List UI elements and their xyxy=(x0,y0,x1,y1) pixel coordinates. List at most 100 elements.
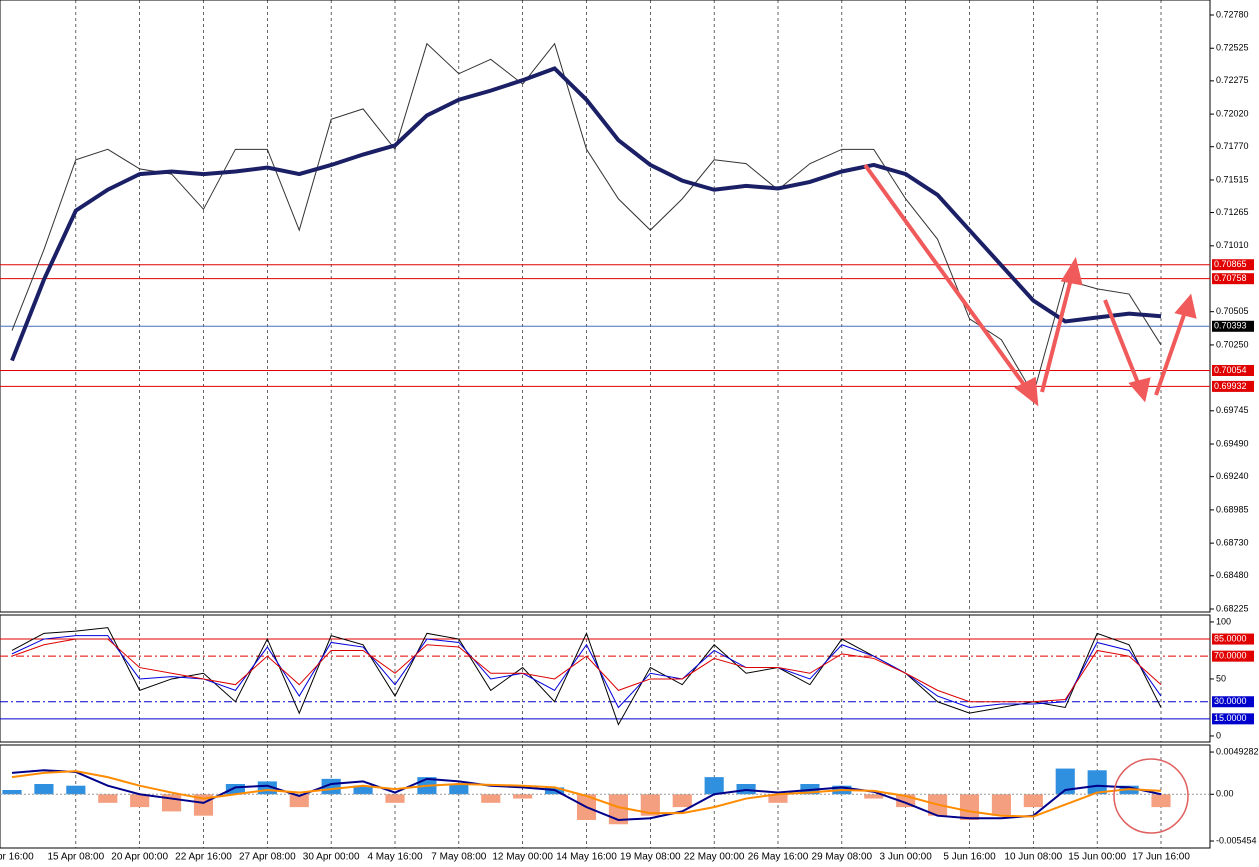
histogram-bar xyxy=(98,794,118,803)
y-tick-label: 50 xyxy=(1216,673,1226,683)
histogram-bar xyxy=(1087,770,1107,795)
x-tick-label: 22 Apr 16:00 xyxy=(175,852,232,863)
histogram-bar xyxy=(640,794,660,816)
y-tick-label: 0.69745 xyxy=(1216,405,1249,415)
x-tick-label: 19 May 08:00 xyxy=(620,852,681,863)
series-line xyxy=(11,638,1162,703)
x-tick-label: 22 May 00:00 xyxy=(684,852,745,863)
y-tick-label: 0.0049282 xyxy=(1216,746,1259,756)
level-box xyxy=(1212,713,1254,725)
histogram-bar xyxy=(66,785,86,795)
y-tick-label: 0.69490 xyxy=(1216,438,1249,448)
y-tick-label: 0.71010 xyxy=(1216,240,1249,250)
series-line xyxy=(11,769,1162,821)
y-tick-label: 0.72780 xyxy=(1216,9,1249,19)
x-tick-label: 17 Jun 16:00 xyxy=(1132,852,1190,863)
x-tick-label: 5 Jun 16:00 xyxy=(943,852,996,863)
arrow xyxy=(1040,274,1074,393)
level-label: 0.69932 xyxy=(1214,381,1247,391)
x-tick-label: 27 Apr 08:00 xyxy=(239,852,296,863)
y-tick-label: 0.70505 xyxy=(1216,306,1249,316)
x-tick-label: 15 Apr 08:00 xyxy=(47,852,104,863)
histogram-bar xyxy=(481,794,501,803)
x-tick-label: 12 May 00:00 xyxy=(492,852,553,863)
y-tick-label: 0.68225 xyxy=(1216,603,1249,613)
histogram-bar xyxy=(449,783,469,795)
y-tick-label: 0.68730 xyxy=(1216,538,1249,548)
arrow xyxy=(1154,311,1187,396)
y-tick-label: 0.72525 xyxy=(1216,43,1249,53)
histogram-bar xyxy=(768,794,788,803)
y-tick-label: 0 xyxy=(1216,730,1221,740)
histogram-bar xyxy=(2,789,22,795)
arrow-head xyxy=(1174,293,1197,319)
histogram-bar xyxy=(672,794,692,808)
series-line xyxy=(11,770,1162,818)
x-tick-label: 29 May 08:00 xyxy=(812,852,873,863)
histogram-bar xyxy=(1055,768,1075,795)
y-tick-label: 0.72275 xyxy=(1216,75,1249,85)
level-box xyxy=(1212,259,1254,271)
level-label: 30.0000 xyxy=(1214,696,1247,706)
y-tick-label: 0.68985 xyxy=(1216,504,1249,514)
y-tick-label: 0.71515 xyxy=(1216,174,1249,184)
level-label: 70.0000 xyxy=(1214,651,1247,661)
stoch-panel xyxy=(0,614,1211,743)
x-tick-label: 20 Apr 00:00 xyxy=(111,852,168,863)
y-tick-label: 0.70250 xyxy=(1216,339,1249,349)
level-label: 0.70758 xyxy=(1214,273,1247,283)
x-tick-label: 7 May 08:00 xyxy=(431,852,486,863)
level-box xyxy=(1212,633,1254,645)
y-tick-label: 0.72020 xyxy=(1216,108,1249,118)
x-tick-label: 30 Apr 00:00 xyxy=(303,852,360,863)
histogram-bar xyxy=(608,794,628,825)
level-label: 15.0000 xyxy=(1214,713,1247,723)
x-tick-label: 14 May 16:00 xyxy=(556,852,617,863)
level-box xyxy=(1212,696,1254,708)
arrow xyxy=(1103,299,1142,389)
series-line xyxy=(11,42,1162,396)
x-tick-label: 26 May 16:00 xyxy=(748,852,809,863)
histogram-bar xyxy=(864,794,884,799)
y-tick-label: 0.71770 xyxy=(1216,141,1249,151)
level-box xyxy=(1212,320,1254,332)
series-line xyxy=(11,627,1162,726)
histogram-bar xyxy=(1023,794,1043,808)
level-box xyxy=(1212,364,1254,376)
level-label: 0.70054 xyxy=(1214,365,1247,375)
arrow-head xyxy=(1060,256,1083,286)
y-tick-label: 0.71265 xyxy=(1216,207,1249,217)
histogram-bar xyxy=(289,794,309,808)
x-tick-label: 4 May 16:00 xyxy=(367,852,422,863)
arrow-head xyxy=(1014,376,1039,407)
x-tick-label: Apr 16:00 xyxy=(0,852,34,863)
histogram-bar xyxy=(353,785,373,795)
histogram-bar xyxy=(225,783,245,795)
histogram-bar xyxy=(959,794,980,820)
histogram-bar xyxy=(385,794,405,803)
series-line xyxy=(10,66,1162,362)
histogram-bar xyxy=(704,777,724,795)
level-label: 85.0000 xyxy=(1214,633,1247,643)
x-tick-label: 3 Jun 00:00 xyxy=(880,852,933,863)
level-label: 0.70865 xyxy=(1214,259,1247,269)
level-label: 0.70393 xyxy=(1214,321,1247,331)
y-tick-label: 0.00 xyxy=(1216,789,1234,799)
histogram-bar xyxy=(1151,794,1171,808)
arrows xyxy=(863,163,1197,834)
histogram-bar xyxy=(130,794,150,808)
y-tick-label: 0.68480 xyxy=(1216,570,1249,580)
price-panel xyxy=(0,0,1211,613)
highlight-circle xyxy=(1113,758,1189,834)
x-tick-label: 10 Jun 08:00 xyxy=(1004,852,1062,863)
y-tick-label: -0.005454 xyxy=(1216,835,1257,845)
y-tick-label: 100 xyxy=(1216,616,1231,626)
y-tick-label: 0.69240 xyxy=(1216,471,1249,481)
level-box xyxy=(1212,273,1254,285)
histogram-bar xyxy=(991,794,1011,816)
histogram-bar xyxy=(34,783,54,795)
arrow-head xyxy=(1128,377,1151,403)
level-box xyxy=(1212,380,1254,392)
